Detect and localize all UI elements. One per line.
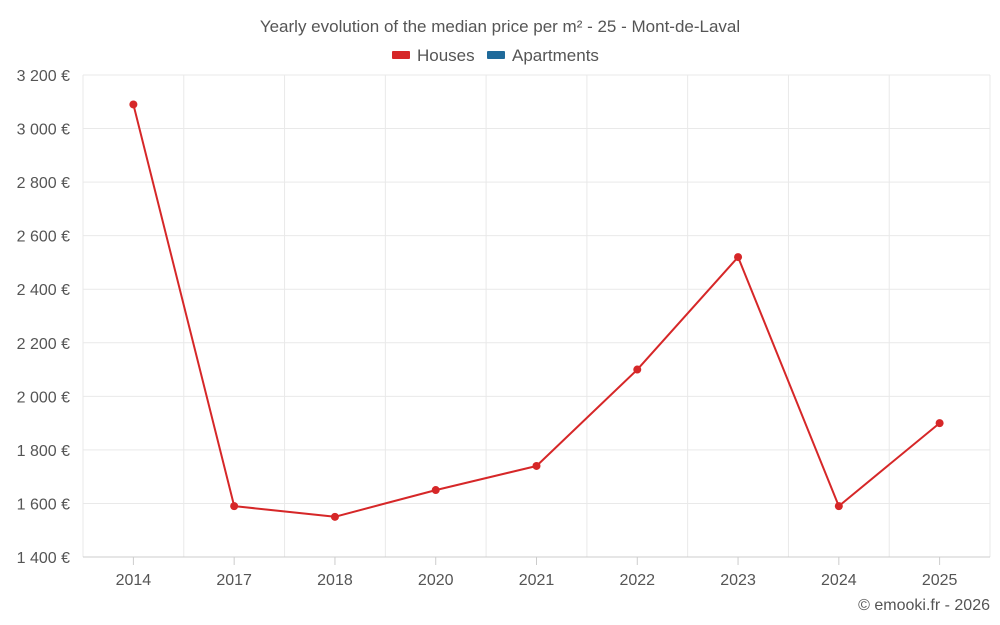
y-tick-label: 1 600 € [17,496,70,513]
legend-label-houses: Houses [417,46,475,65]
y-gridlines [83,74,990,558]
x-gridlines [82,75,991,557]
data-point-houses-2023[interactable] [734,253,743,262]
y-tick-label: 2 800 € [17,175,70,192]
x-tick-label: 2021 [519,572,555,589]
data-point-houses-2025[interactable] [935,419,944,428]
x-tick-label: 2023 [720,572,756,589]
y-tick-label: 3 000 € [17,122,70,139]
x-tick-label: 2024 [821,572,857,589]
data-point-houses-2018[interactable] [330,512,339,521]
y-tick-label: 3 200 € [17,68,70,85]
chart-title: Yearly evolution of the median price per… [260,17,740,36]
y-tick-label: 1 400 € [17,550,70,567]
series-layer [129,100,944,521]
y-axis-ticks: 1 400 € 1 600 € 1 800 € 2 000 € 2 200 € 2 400… [17,68,70,567]
chart-credit: © emooki.fr - 2026 [858,597,990,614]
data-point-houses-2021[interactable] [532,461,541,470]
x-tick-label: 2025 [922,572,958,589]
data-point-houses-2022[interactable] [633,365,642,374]
legend[interactable]: Houses Apartments [392,46,599,65]
x-tick-label: 2022 [619,572,655,589]
y-tick-label: 2 600 € [17,229,70,246]
data-point-houses-2024[interactable] [834,502,843,511]
legend-swatch-apartments [487,51,505,59]
y-tick-label: 2 200 € [17,336,70,353]
legend-item-apartments[interactable]: Apartments [487,46,599,65]
series-line-houses [132,104,941,518]
y-tick-label: 1 800 € [17,443,70,460]
legend-item-houses[interactable]: Houses [392,46,475,65]
data-point-houses-2014[interactable] [129,100,138,109]
legend-label-apartments: Apartments [512,46,599,65]
y-tick-label: 2 000 € [17,389,70,406]
x-axis-ticks: 2014 2017 2018 2020 2021 2022 2023 2024 2025 [116,557,958,589]
x-tick-label: 2018 [317,572,353,589]
x-tick-label: 2017 [216,572,252,589]
data-point-houses-2017[interactable] [230,502,239,511]
y-tick-label: 2 400 € [17,282,70,299]
data-point-houses-2020[interactable] [431,486,440,495]
x-tick-label: 2020 [418,572,454,589]
series-houses [129,100,944,521]
legend-swatch-houses [392,51,410,59]
x-tick-label: 2014 [116,572,152,589]
